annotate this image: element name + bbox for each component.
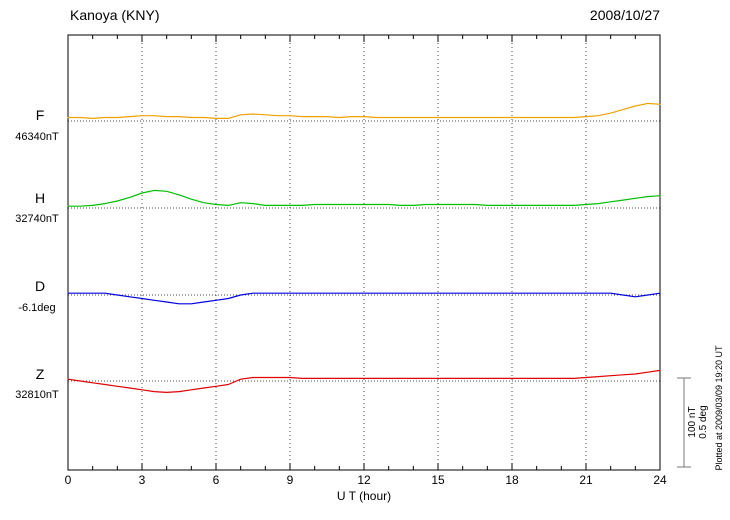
scale-nt-label: 100 nT — [687, 406, 698, 437]
hour-tick-marks — [92, 35, 636, 470]
series-baseline-z: 32810nT — [15, 389, 59, 401]
scale-deg-label: 0.5 deg — [698, 405, 709, 438]
series-labels: F 46340nT H 32740nT D -6.1deg Z 32810nT — [15, 107, 59, 401]
station-title: Kanoya (KNY) — [70, 7, 159, 23]
vertical-gridlines — [141, 35, 587, 470]
series-baseline-h: 32740nT — [15, 213, 59, 225]
x-tick-label: 6 — [213, 473, 220, 487]
trace-h — [67, 189, 661, 207]
series-letter-f: F — [36, 107, 45, 123]
x-tick-label: 0 — [65, 473, 72, 487]
x-tick-label: 18 — [505, 473, 519, 487]
series-letter-h: H — [35, 190, 45, 206]
trace-lines — [67, 102, 661, 393]
x-tick-label: 9 — [287, 473, 294, 487]
plotted-at-note: Plotted at 2009/03/09 19:20 UT — [714, 345, 724, 471]
trace-z — [67, 369, 661, 393]
plot-frame — [67, 34, 661, 471]
scale-bar: 100 nT 0.5 deg — [677, 377, 709, 468]
x-tick-label: 12 — [357, 473, 371, 487]
x-tick-label: 21 — [579, 473, 593, 487]
date-label: 2008/10/27 — [590, 7, 660, 23]
x-tick-label: 3 — [139, 473, 146, 487]
series-baseline-f: 46340nT — [15, 131, 59, 143]
x-tick-label: 24 — [653, 473, 667, 487]
series-baseline-d: -6.1deg — [18, 302, 55, 314]
x-tick-labels: 0 3 6 9 12 15 18 21 24 — [65, 473, 667, 487]
x-tick-label: 15 — [431, 473, 445, 487]
trace-d — [67, 292, 661, 305]
series-letter-d: D — [35, 278, 45, 294]
trace-f — [67, 102, 661, 120]
series-letter-z: Z — [36, 366, 45, 382]
x-axis-title: U T (hour) — [337, 489, 391, 503]
